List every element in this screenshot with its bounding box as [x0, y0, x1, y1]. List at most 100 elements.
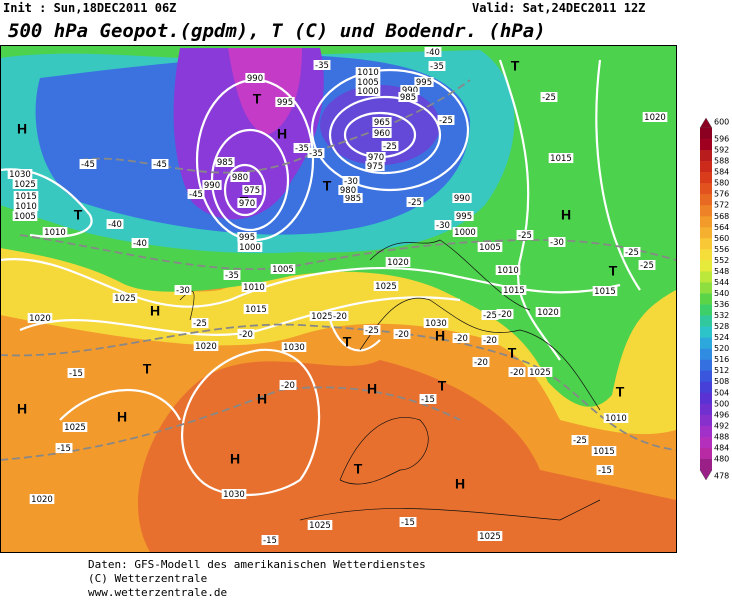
label-box: [423, 318, 449, 328]
label-text: 990: [454, 194, 470, 204]
isobar-label: 990: [202, 180, 222, 191]
temperature-label: -20: [452, 333, 470, 344]
label-box: [516, 230, 534, 240]
warm-area: [138, 360, 676, 552]
label-box: [381, 141, 399, 151]
colorbar-label: 516: [714, 355, 729, 364]
label-text: 960: [374, 129, 390, 139]
label-text: 985: [400, 93, 416, 103]
colorbar-label: 552: [714, 256, 729, 265]
pressure-center: H: [117, 409, 127, 425]
label-text: -15: [401, 518, 415, 528]
colorbar-segment: [700, 172, 712, 184]
label-box: [548, 237, 566, 247]
label-text: 1015: [503, 286, 525, 296]
label-text: 985: [345, 194, 361, 204]
colorbar-label: 600: [714, 118, 729, 127]
label-text: -20: [333, 312, 347, 322]
map-title: 500 hPa Geopot.(gpdm), T (C) und Bodendr…: [8, 20, 546, 42]
label-box: [237, 242, 263, 252]
colorbar-segment: [700, 183, 712, 195]
colorbar-label: 564: [714, 223, 729, 232]
temperature-label: -25: [381, 141, 399, 152]
label-text: 1015: [245, 305, 267, 315]
label-text: -20: [454, 334, 468, 344]
label-box: [398, 92, 418, 102]
colorbar-label: 512: [714, 366, 729, 375]
colorbar-label: 584: [714, 168, 729, 177]
label-text: 1020: [644, 113, 666, 123]
label-box: [372, 128, 392, 138]
footer-line: (C) Wetterzentrale: [88, 572, 207, 585]
isobar-label: 1020: [385, 257, 411, 268]
pressure-center: H: [230, 451, 240, 467]
label-text: 1005: [272, 265, 294, 275]
label-box: [373, 281, 399, 291]
label-text: 1010: [44, 228, 66, 238]
label-text: 1020: [195, 342, 217, 352]
pressure-center: H: [367, 381, 377, 397]
colorbar-segment: [700, 139, 712, 151]
label-box: [355, 67, 381, 77]
label-text: 990: [247, 74, 263, 84]
label-box: [452, 227, 478, 237]
temperature-label: -15: [55, 443, 73, 454]
label-box: [452, 333, 470, 343]
label-text: -45: [81, 160, 95, 170]
temperature-label: -35: [313, 60, 331, 71]
isobar-label: 990: [400, 85, 420, 96]
isobar-label: 1020: [642, 112, 668, 123]
pressure-center: H: [561, 207, 571, 223]
isobar-label: 985: [343, 193, 363, 204]
temperature-label: -45: [151, 159, 169, 170]
isobar-label: 1010: [495, 265, 521, 276]
label-text: -20: [239, 330, 253, 340]
pressure-center: T: [253, 91, 262, 107]
colorbar-segment: [700, 392, 712, 405]
pressure-center: T: [143, 361, 152, 377]
label-text: -40: [133, 239, 147, 249]
temperature-label: -30: [174, 285, 192, 296]
label-box: [399, 517, 417, 527]
colorbar-label: 576: [714, 190, 729, 199]
colorbar-segment: [700, 282, 712, 294]
isobar-label: 975: [242, 185, 262, 196]
label-text: 1010: [243, 283, 265, 293]
label-box: [131, 238, 149, 248]
label-box: [261, 535, 279, 545]
temperature-label: -25: [406, 197, 424, 208]
label-text: -25: [365, 326, 379, 336]
temperature-label: -45: [79, 159, 97, 170]
isobar-label: 1025: [309, 311, 335, 322]
colorbar-segment: [700, 436, 712, 449]
isobar-label: 1010: [241, 282, 267, 293]
label-text: 1015: [594, 287, 616, 297]
isobar-label: 1030: [7, 169, 33, 180]
label-box: [527, 367, 553, 377]
label-box: [215, 157, 235, 167]
label-text: -35: [309, 149, 323, 159]
label-box: [592, 286, 618, 296]
label-box: [151, 159, 169, 169]
colorbar-label: 508: [714, 377, 729, 386]
label-box: [237, 232, 257, 242]
label-text: 965: [374, 118, 390, 128]
colorbar-segment: [700, 381, 712, 394]
temperature-label: -25: [191, 318, 209, 329]
isobar-label: 970: [366, 152, 386, 163]
temperature-label: -15: [596, 465, 614, 476]
colorbar-segment: [700, 238, 712, 250]
colorbar-segment: [700, 414, 712, 427]
label-text: 1025: [309, 521, 331, 531]
colorbar-label: 556: [714, 245, 729, 254]
label-box: [243, 304, 269, 314]
temperature-label: -20: [496, 309, 514, 320]
label-box: [313, 60, 331, 70]
label-box: [363, 325, 381, 335]
colorbar-segment: [700, 216, 712, 228]
isobar-label: 1010: [355, 67, 381, 78]
label-text: 990: [204, 181, 220, 191]
label-text: -35: [430, 62, 444, 72]
